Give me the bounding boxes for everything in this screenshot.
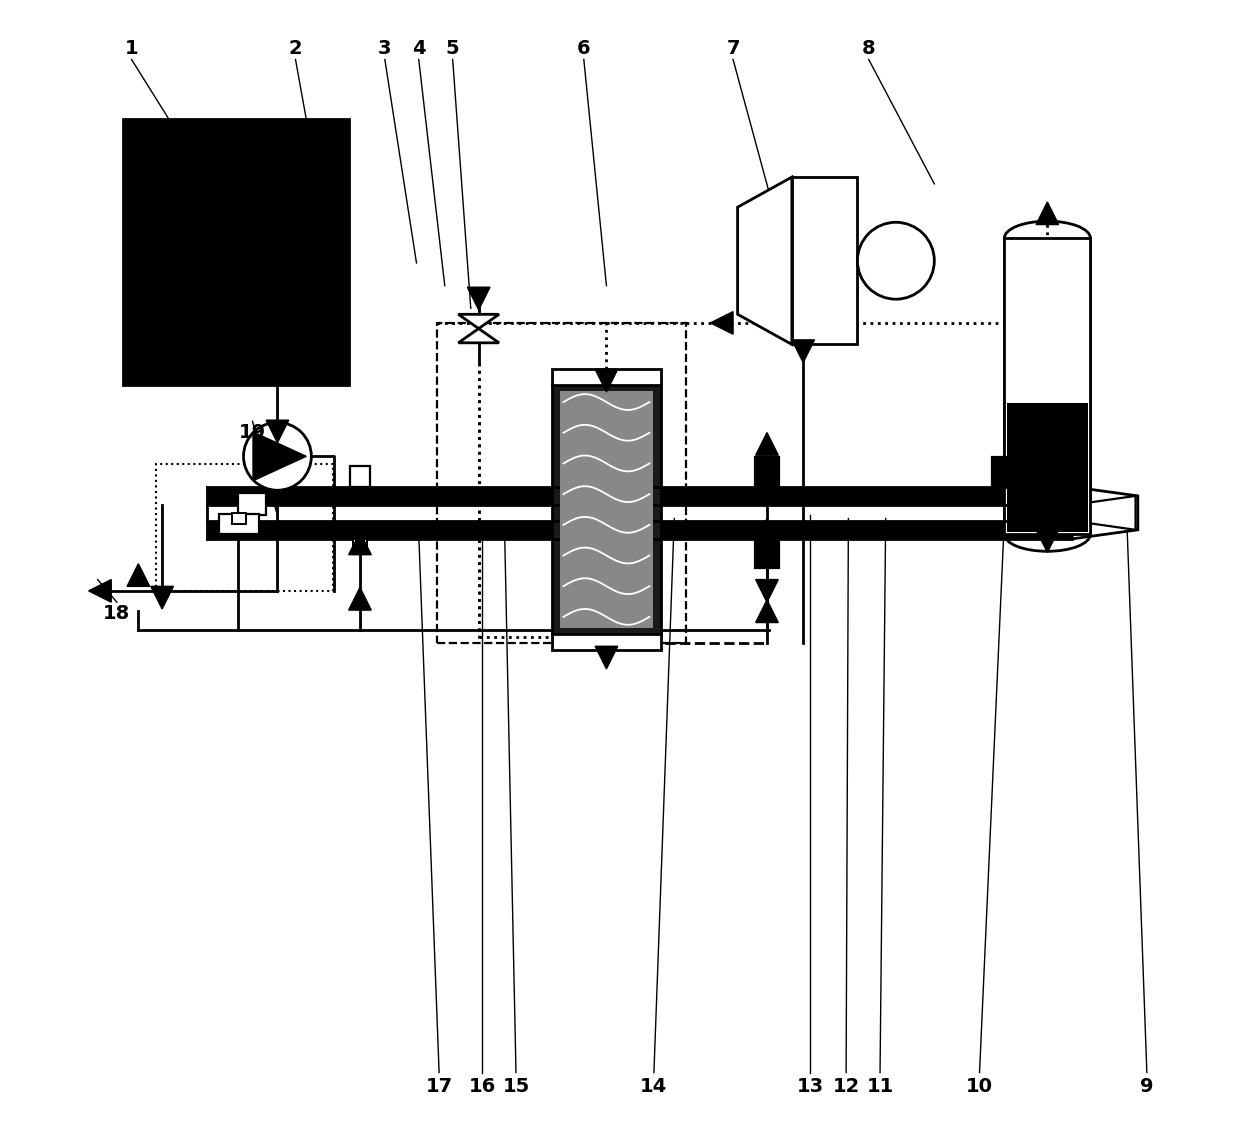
Bar bbox=[552, 634, 661, 650]
Bar bbox=[560, 391, 652, 628]
Polygon shape bbox=[792, 340, 815, 362]
Text: 1: 1 bbox=[125, 38, 139, 58]
Polygon shape bbox=[1073, 496, 1136, 530]
Text: 19: 19 bbox=[239, 423, 267, 443]
Text: 18: 18 bbox=[103, 604, 130, 623]
Bar bbox=[755, 457, 780, 487]
Polygon shape bbox=[755, 432, 779, 455]
Text: 6: 6 bbox=[577, 38, 590, 58]
Text: 17: 17 bbox=[425, 1077, 453, 1096]
Polygon shape bbox=[459, 315, 498, 328]
Polygon shape bbox=[467, 288, 490, 310]
Polygon shape bbox=[755, 580, 779, 602]
Circle shape bbox=[243, 422, 311, 490]
Text: 10: 10 bbox=[966, 1077, 993, 1096]
Bar bbox=[436, 323, 686, 643]
Polygon shape bbox=[126, 564, 150, 586]
Polygon shape bbox=[253, 432, 306, 481]
Bar bbox=[1004, 238, 1090, 534]
Text: 5: 5 bbox=[446, 38, 460, 58]
Polygon shape bbox=[595, 646, 618, 669]
Polygon shape bbox=[595, 369, 618, 392]
Polygon shape bbox=[738, 177, 792, 344]
Text: 14: 14 bbox=[640, 1077, 667, 1096]
Text: 7: 7 bbox=[727, 38, 740, 58]
Text: 2: 2 bbox=[289, 38, 303, 58]
Polygon shape bbox=[755, 600, 779, 623]
Polygon shape bbox=[88, 580, 112, 602]
Polygon shape bbox=[1073, 487, 1138, 539]
Polygon shape bbox=[1037, 455, 1059, 478]
Polygon shape bbox=[459, 328, 498, 343]
Bar bbox=[1007, 403, 1087, 532]
Text: 3: 3 bbox=[378, 38, 392, 58]
Polygon shape bbox=[151, 586, 174, 609]
Text: 12: 12 bbox=[832, 1077, 859, 1096]
Polygon shape bbox=[348, 588, 371, 610]
Text: 13: 13 bbox=[796, 1077, 823, 1096]
Polygon shape bbox=[755, 518, 779, 541]
Text: 16: 16 bbox=[469, 1077, 496, 1096]
Bar bbox=[207, 487, 1073, 505]
Bar bbox=[232, 513, 246, 524]
Bar bbox=[755, 539, 780, 568]
Circle shape bbox=[857, 222, 934, 299]
Text: 9: 9 bbox=[1140, 1077, 1153, 1096]
Bar bbox=[350, 466, 370, 487]
Text: 11: 11 bbox=[867, 1077, 894, 1096]
Bar bbox=[156, 464, 332, 591]
Bar bbox=[992, 457, 1017, 487]
Text: 4: 4 bbox=[412, 38, 425, 58]
Polygon shape bbox=[1037, 201, 1059, 224]
Bar bbox=[238, 492, 267, 515]
Bar bbox=[207, 521, 1073, 539]
Polygon shape bbox=[1037, 530, 1059, 552]
Bar bbox=[218, 514, 259, 534]
Polygon shape bbox=[711, 311, 733, 334]
Text: 15: 15 bbox=[502, 1077, 529, 1096]
Bar bbox=[552, 369, 661, 385]
Text: 8: 8 bbox=[862, 38, 875, 58]
Bar bbox=[123, 119, 348, 385]
Polygon shape bbox=[348, 532, 371, 555]
Bar bbox=[792, 177, 857, 344]
Polygon shape bbox=[267, 420, 289, 443]
Bar bbox=[552, 385, 661, 634]
Bar bbox=[353, 539, 367, 552]
